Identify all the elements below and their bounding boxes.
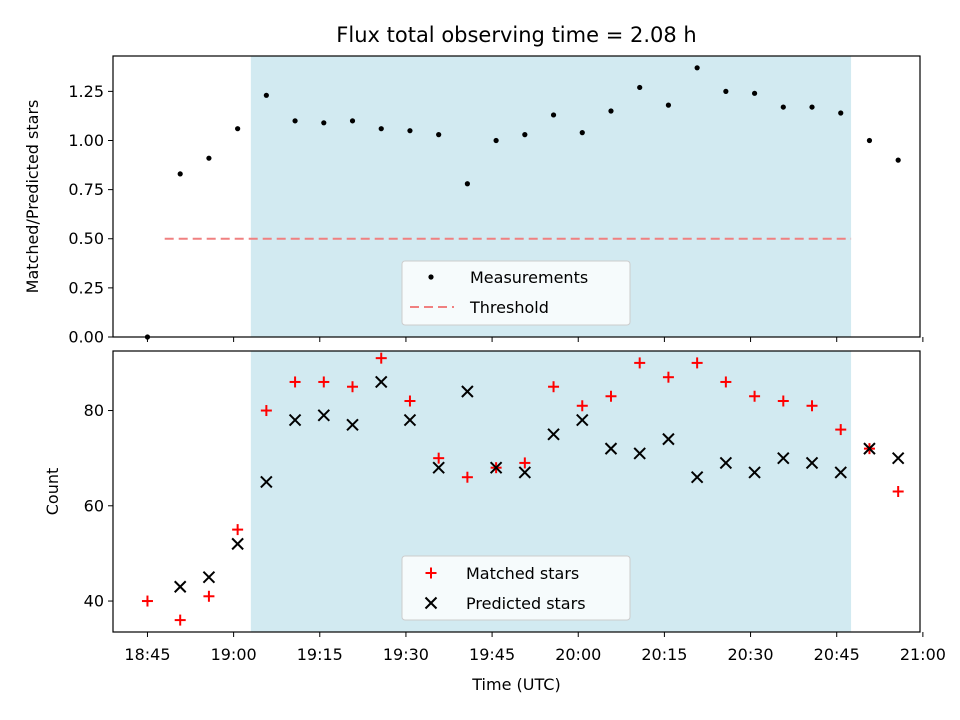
- predicted-star-point: [604, 442, 618, 455]
- bottom-y-ticks: 40 60 80: [84, 401, 113, 611]
- predicted-star-point: [317, 409, 331, 422]
- predicted-star-point: [260, 475, 273, 489]
- measurement-point: [723, 88, 729, 94]
- measurement-point: [177, 171, 183, 177]
- predicted-stars-points: [173, 375, 905, 593]
- predicted-star-point: [346, 418, 359, 432]
- ratio-panel: 0.00 0.25 0.50 0.75 1.00 1.25 Flux total obse…: [23, 23, 924, 347]
- predicted-star-point: [173, 580, 187, 593]
- x-tick-label: 19:45: [469, 645, 515, 664]
- top-y-tick-label: 0.25: [68, 278, 104, 297]
- x-tick-label: 21:00: [900, 645, 946, 664]
- predicted-star-point: [863, 442, 876, 455]
- top-y-tick-label: 1.25: [68, 82, 104, 101]
- legend-threshold-label: Threshold: [469, 298, 549, 317]
- legend-matched-label: Matched stars: [466, 564, 579, 583]
- bottom-y-axis-label: Count: [43, 468, 62, 516]
- predicted-star-point: [891, 451, 905, 465]
- legend-measurements-label: Measurements: [470, 268, 588, 287]
- measurement-point: [694, 65, 700, 71]
- top-y-tick-label: 0.75: [68, 180, 104, 199]
- x-axis-label: Time (UTC): [471, 675, 560, 694]
- measurement-point: [895, 157, 901, 163]
- measurement-point: [321, 120, 327, 126]
- predicted-star-point: [489, 461, 503, 474]
- top-y-axis-label: Matched/Predicted stars: [23, 100, 42, 294]
- matched-stars-points: [141, 352, 904, 626]
- measurement-point: [464, 181, 470, 187]
- legend-predicted-label: Predicted stars: [466, 594, 586, 613]
- top-y-tick-label: 1.00: [68, 131, 104, 150]
- top-x-ticks: [146, 337, 924, 342]
- measurement-point: [780, 104, 786, 110]
- x-tick-label: 19:30: [383, 645, 429, 664]
- legend-matched-marker: [425, 567, 437, 579]
- predicted-star-point: [461, 385, 474, 398]
- legend-measurements-marker: [428, 274, 434, 280]
- measurement-point: [751, 90, 758, 96]
- predicted-star-point: [690, 471, 704, 484]
- count-panel: 40 60 80 18:45 19:00 19:15 19:30 19:45 20:00 20:…: [43, 350, 946, 694]
- measurement-point: [378, 126, 384, 132]
- measurement-point: [665, 102, 672, 108]
- legend-predicted-glyph: [424, 596, 438, 610]
- predicted-star-point: [432, 461, 445, 474]
- predicted-star-point: [202, 571, 216, 584]
- bottom-x-ticks: 18:45 19:00 19:15 19:30 19:45 20:00 20:15 20:30…: [124, 632, 946, 664]
- measurement-point: [579, 130, 585, 136]
- measurement-point: [206, 155, 212, 161]
- bottom-axes-frame: [112, 350, 921, 633]
- predicted-star-point: [231, 537, 244, 551]
- bottom-y-tick-label: 80: [84, 401, 104, 420]
- top-legend-box: [401, 260, 631, 326]
- x-tick-label: 20:30: [728, 645, 774, 664]
- measurement-point: [550, 112, 557, 118]
- measurement-point: [436, 132, 442, 138]
- predicted-star-point: [576, 413, 589, 427]
- bottom-y-tick-label: 60: [84, 496, 104, 515]
- chart-title: Flux total observing time = 2.08 h: [336, 23, 696, 47]
- x-tick-label: 18:45: [124, 645, 170, 664]
- x-tick-label: 19:15: [297, 645, 343, 664]
- top-y-ticks: 0.00 0.25 0.50 0.75 1.00 1.25: [68, 82, 113, 347]
- predicted-star-point: [375, 375, 388, 389]
- measurement-point: [522, 132, 528, 138]
- x-tick-label: 20:45: [814, 645, 860, 664]
- x-tick-label: 20:15: [641, 645, 687, 664]
- predicted-star-point: [547, 428, 560, 441]
- measurement-point: [235, 126, 241, 132]
- measurement-point: [838, 110, 844, 116]
- x-tick-label: 20:00: [555, 645, 601, 664]
- legend-predicted-marker: [424, 596, 438, 610]
- measurement-point: [493, 137, 499, 144]
- predicted-star-point: [633, 447, 646, 460]
- predicted-star-point: [777, 451, 790, 465]
- predicted-star-point: [403, 413, 417, 427]
- bottom-y-tick-label: 40: [84, 592, 104, 611]
- predicted-star-point: [834, 466, 847, 479]
- predicted-star-point: [748, 466, 761, 479]
- measurement-point: [866, 137, 873, 144]
- measurement-points: [144, 65, 901, 340]
- top-legend: Measurements Threshold: [401, 260, 631, 326]
- predicted-star-point: [719, 456, 733, 470]
- x-tick-label: 19:00: [211, 645, 257, 664]
- measurement-point: [407, 128, 413, 134]
- top-y-tick-label: 0.00: [68, 328, 104, 347]
- predicted-star-point: [518, 466, 532, 479]
- measurement-point: [292, 118, 298, 124]
- bottom-legend-box: [401, 555, 631, 621]
- measurement-point: [809, 104, 815, 110]
- top-axes-frame: [112, 55, 921, 338]
- top-y-tick-label: 0.50: [68, 229, 104, 248]
- measurement-point: [263, 92, 269, 98]
- measurement-point: [349, 118, 356, 124]
- predicted-star-point: [662, 432, 675, 446]
- measurement-point: [608, 108, 614, 114]
- predicted-star-point: [805, 456, 819, 470]
- measurement-point: [637, 84, 643, 91]
- bottom-legend: Matched stars Predicted stars: [401, 555, 631, 621]
- predicted-star-point: [288, 413, 302, 427]
